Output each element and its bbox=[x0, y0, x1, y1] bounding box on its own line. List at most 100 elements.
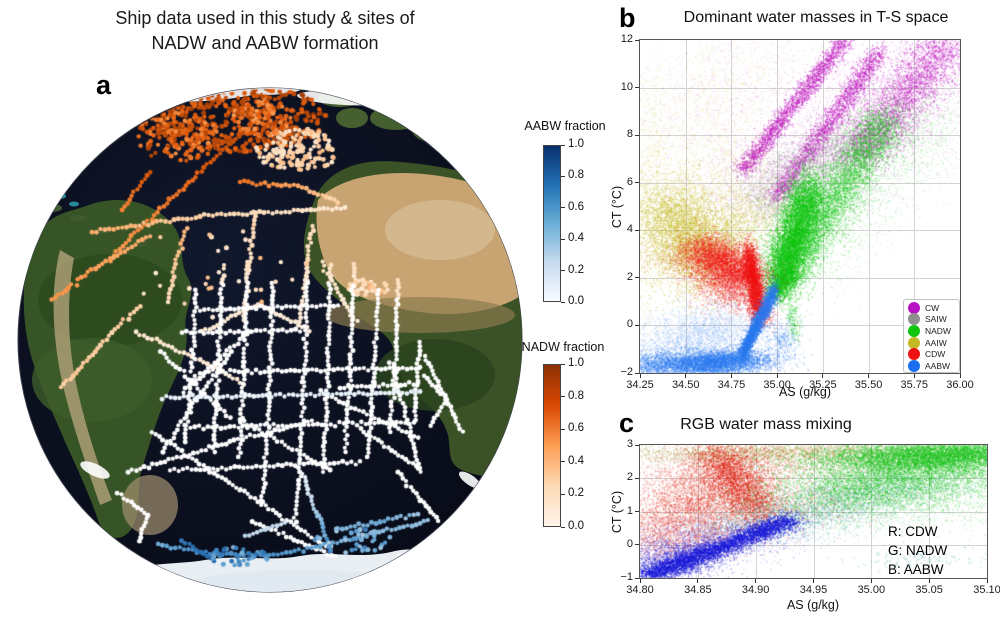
panel-b-title: Dominant water masses in T-S space bbox=[683, 9, 949, 26]
gridline-y bbox=[640, 182, 960, 184]
tick-y bbox=[635, 87, 639, 89]
colorbar-tick-label: 0.0 bbox=[568, 520, 584, 532]
legend-entry-cw: CW bbox=[908, 301, 955, 314]
tick-label-x: 34.50 bbox=[671, 379, 700, 391]
colorbar-tick-label: 0.6 bbox=[568, 422, 584, 435]
colorbar-tick-label: 1.0 bbox=[568, 138, 584, 150]
tick-y bbox=[635, 511, 639, 512]
nadw-colorbar-title: NADW fraction bbox=[521, 340, 605, 354]
panel-b-label: b bbox=[619, 3, 636, 33]
tick-label-y: 0 bbox=[626, 318, 633, 331]
colorbar-tick-label: 0.0 bbox=[568, 295, 584, 307]
tick-x bbox=[685, 374, 687, 378]
tick-x bbox=[928, 579, 930, 583]
colorbar-tick bbox=[561, 363, 565, 365]
tick-x bbox=[813, 579, 814, 583]
tick-label-y: −2 bbox=[620, 366, 633, 378]
colorbar-tick-label: 0.4 bbox=[568, 232, 584, 245]
tick-label-x: 35.25 bbox=[809, 379, 837, 391]
gridline-y bbox=[640, 277, 960, 279]
tick-label-y: 1 bbox=[626, 504, 633, 517]
colorbar-tick bbox=[561, 526, 565, 528]
legend-entry-aaiw: AAIW bbox=[908, 336, 955, 349]
tick-label-x: 36.00 bbox=[946, 379, 974, 391]
legend-entry-cdw: CDW bbox=[908, 348, 955, 361]
colorbar-tick-label: 1.0 bbox=[568, 357, 584, 369]
tick-x bbox=[822, 374, 824, 378]
tick-label-x: 35.00 bbox=[857, 584, 886, 596]
legend-marker-cdw bbox=[908, 348, 920, 361]
tick-label-y: 8 bbox=[626, 128, 633, 141]
tick-label-x: 34.90 bbox=[741, 584, 770, 596]
panel-c-label: c bbox=[619, 408, 635, 438]
legend-marker-cw bbox=[908, 301, 920, 314]
colorbar-tick bbox=[561, 175, 565, 177]
gridline-x bbox=[685, 40, 687, 373]
legend-marker-aaiw bbox=[908, 336, 920, 349]
colorbar-tick-label: 0.4 bbox=[568, 454, 584, 467]
tick-label-x: 35.05 bbox=[915, 584, 943, 596]
sahel bbox=[325, 297, 515, 333]
tick-label-x: 34.80 bbox=[626, 584, 654, 596]
tick-label-x: 34.75 bbox=[717, 379, 746, 391]
panel-c-rgb-annotation: R: CDW G: NADW B: AABW bbox=[888, 522, 947, 579]
aabw-colorbar bbox=[543, 145, 561, 302]
legend-marker-saiw bbox=[908, 313, 920, 326]
tick-x bbox=[639, 579, 641, 583]
colorbar-tick-label: 0.6 bbox=[568, 200, 584, 213]
tick-label-y: 3 bbox=[626, 438, 633, 450]
tick-x bbox=[755, 579, 757, 583]
tick-label-x: 34.95 bbox=[799, 584, 828, 596]
tick-y bbox=[635, 544, 639, 546]
tick-label-x: 35.00 bbox=[763, 379, 791, 391]
colorbar-tick bbox=[561, 428, 565, 430]
tick-x bbox=[697, 579, 699, 583]
tick-label-x: 34.85 bbox=[684, 584, 712, 596]
legend-label: CDW bbox=[925, 349, 946, 360]
tick-label-y: 12 bbox=[620, 33, 633, 45]
legend-marker-nadw bbox=[908, 324, 920, 337]
tick-y bbox=[635, 277, 639, 279]
annotation-line-g: G: NADW bbox=[888, 543, 948, 558]
colorbar-tick bbox=[561, 493, 565, 495]
gridline-x bbox=[868, 40, 870, 373]
tick-y bbox=[635, 477, 639, 479]
aabw-colorbar-title: AABW fraction bbox=[524, 119, 606, 133]
legend-marker-aabw bbox=[908, 359, 920, 372]
figure-title-line2: NADW and AABW formation bbox=[151, 33, 379, 53]
gridline-x bbox=[777, 40, 779, 373]
tick-x bbox=[868, 374, 870, 378]
colorbar-tick bbox=[561, 207, 565, 209]
colorbar-tick bbox=[561, 301, 565, 303]
panel-b-legend: CW SAIW NADW AAIW CDW AABW bbox=[903, 299, 960, 373]
tick-x bbox=[870, 579, 872, 583]
tick-y bbox=[635, 229, 639, 231]
gridline-y bbox=[640, 87, 960, 89]
gridline-x bbox=[731, 40, 733, 373]
tick-y bbox=[635, 182, 639, 184]
gridline-y bbox=[640, 478, 987, 480]
tick-label-x: 34.25 bbox=[626, 379, 654, 391]
legend-label: NADW bbox=[925, 325, 951, 336]
panel-c-xlabel: AS (g/kg) bbox=[786, 598, 840, 612]
tick-x bbox=[639, 374, 641, 378]
tick-label-x: 35.10 bbox=[973, 584, 1000, 596]
colorbar-tick bbox=[561, 461, 565, 463]
tick-label-x: 35.75 bbox=[900, 379, 929, 391]
annotation-line-b: B: AABW bbox=[888, 562, 944, 577]
gridline-y bbox=[640, 135, 960, 137]
panel-a-label: a bbox=[96, 70, 112, 100]
tick-x bbox=[986, 579, 988, 583]
tick-x bbox=[959, 374, 961, 378]
legend-entry-aabw: AABW bbox=[908, 359, 955, 372]
legend-label: SAIW bbox=[925, 314, 947, 325]
figure-title-line1: Ship data used in this study & sites of bbox=[115, 8, 415, 28]
tick-y bbox=[635, 324, 639, 326]
tick-y bbox=[635, 39, 639, 41]
tick-label-y: −1 bbox=[620, 571, 633, 583]
legend-label: AABW bbox=[925, 360, 951, 371]
tick-y bbox=[635, 444, 639, 446]
legend-entry-nadw: NADW bbox=[908, 324, 955, 337]
legend-label: CW bbox=[925, 302, 940, 313]
tick-y bbox=[635, 134, 639, 136]
